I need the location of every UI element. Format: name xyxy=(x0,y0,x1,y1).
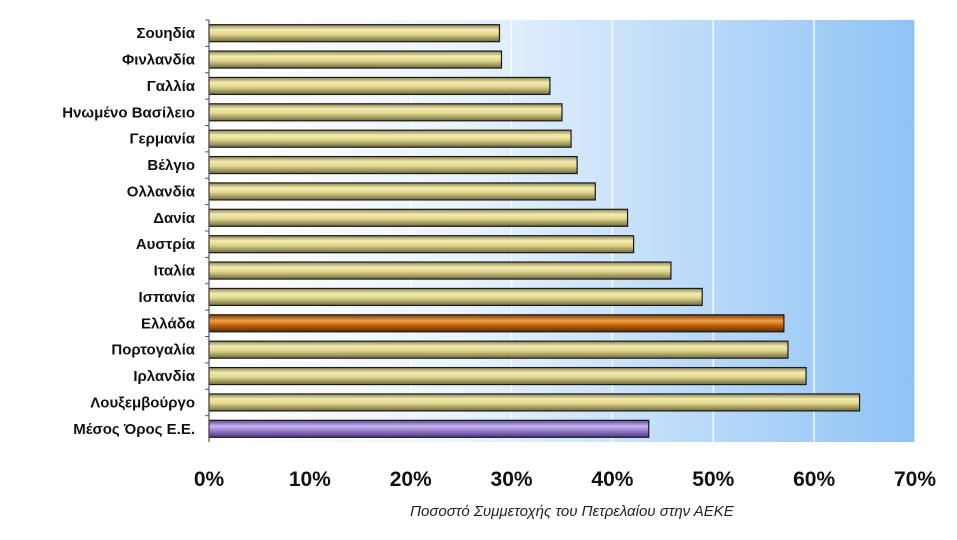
category-label: Σουηδία xyxy=(136,25,195,42)
bar xyxy=(208,208,629,227)
category-label: Ηνωμένο Βασίλειο xyxy=(62,104,195,121)
bar xyxy=(208,314,785,333)
category-label: Φινλανδία xyxy=(122,52,196,69)
category-label: Αυστρία xyxy=(136,236,196,253)
x-tick-label: 20% xyxy=(390,468,432,491)
category-label: Πορτογαλία xyxy=(111,342,195,359)
category-label: Ελλάδα xyxy=(141,315,196,332)
bar xyxy=(208,50,503,69)
bars xyxy=(208,24,861,438)
bar xyxy=(208,76,551,96)
bar xyxy=(208,366,807,386)
category-label: Ισπανία xyxy=(139,289,196,306)
bar xyxy=(208,129,572,148)
x-tick-label: 30% xyxy=(491,468,533,491)
bar xyxy=(208,103,563,122)
x-tick-label: 70% xyxy=(894,468,936,491)
category-label: Δανία xyxy=(153,210,196,227)
category-label: Μέσος Όρος Ε.Ε. xyxy=(73,421,195,438)
category-label: Ιταλία xyxy=(154,263,196,280)
category-label: Βέλγιο xyxy=(147,157,195,174)
bar xyxy=(208,287,703,307)
category-labels: Σουηδία Φινλανδία Γαλλία Ηνωμένο Βασίλειο Γε… xyxy=(62,19,209,438)
x-tick-label: 60% xyxy=(793,468,835,491)
bar xyxy=(208,340,789,359)
category-label: Ιρλανδία xyxy=(133,368,195,385)
bar xyxy=(208,261,672,280)
x-tick-label: 10% xyxy=(289,468,331,491)
bar xyxy=(208,393,861,412)
category-label: Γαλλία xyxy=(147,78,196,95)
bar xyxy=(208,419,650,438)
category-label: Λουξεμβούργο xyxy=(90,394,195,411)
category-label: Ολλανδία xyxy=(127,183,196,200)
bar xyxy=(208,235,635,254)
bar xyxy=(208,182,596,201)
x-tick-label: 40% xyxy=(591,468,633,491)
x-axis-title: Ποσοστό Συμμετοχής του Πετρελαίου στην Α… xyxy=(410,503,735,520)
bar xyxy=(208,155,578,175)
x-tick-label: 0% xyxy=(194,468,225,491)
x-tick-label: 50% xyxy=(692,468,734,491)
x-tick-labels: 0% 10% 20% 30% 40% 50% 60% 70% xyxy=(194,468,937,491)
bar xyxy=(208,24,501,43)
category-label: Γερμανία xyxy=(129,131,195,148)
